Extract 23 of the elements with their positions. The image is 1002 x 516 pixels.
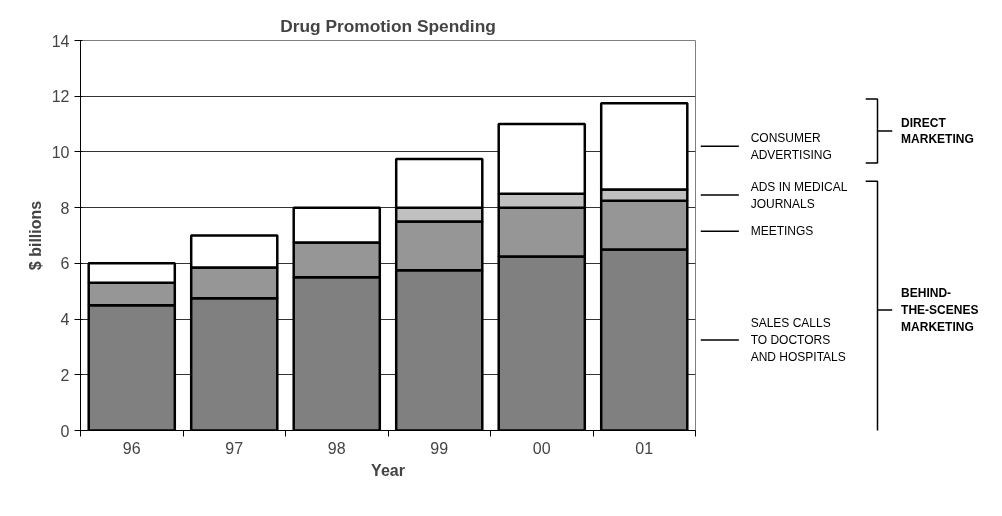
x-tick-label: 00 [532,439,551,457]
x-axis-title: Year [371,461,405,479]
legend-label: CONSUMER ADVERTISING [750,130,832,162]
y-tick-label: 12 [51,88,70,106]
legend-label: SALES CALLS TO DOCTORS AND HOSPITALS [750,316,846,364]
y-tick-label: 2 [60,366,70,384]
legend-label: MEETINGS [750,224,814,239]
text: BEHIND- THE-SCENES MARKETING [901,286,979,334]
text: DIRECT MARKETING [901,115,974,147]
y-tick-label: 14 [51,32,70,50]
y-axis-title: $ billions [26,200,44,271]
y-tick-label: 6 [60,255,70,273]
legend-label: ADS IN MEDICAL JOURNALS [750,179,848,211]
y-tick-label: 0 [60,422,70,440]
x-tick-label: 01 [635,439,654,457]
y-tick-label: 10 [51,143,70,161]
x-tick-label: 97 [225,439,244,457]
y-tick-label: 4 [60,311,70,329]
x-tick-label: 99 [430,439,449,457]
chart-title: Drug Promotion Spending [280,15,496,36]
x-tick-label: 98 [327,439,346,457]
y-tick-label: 8 [60,199,70,217]
x-tick-label: 96 [122,439,141,457]
